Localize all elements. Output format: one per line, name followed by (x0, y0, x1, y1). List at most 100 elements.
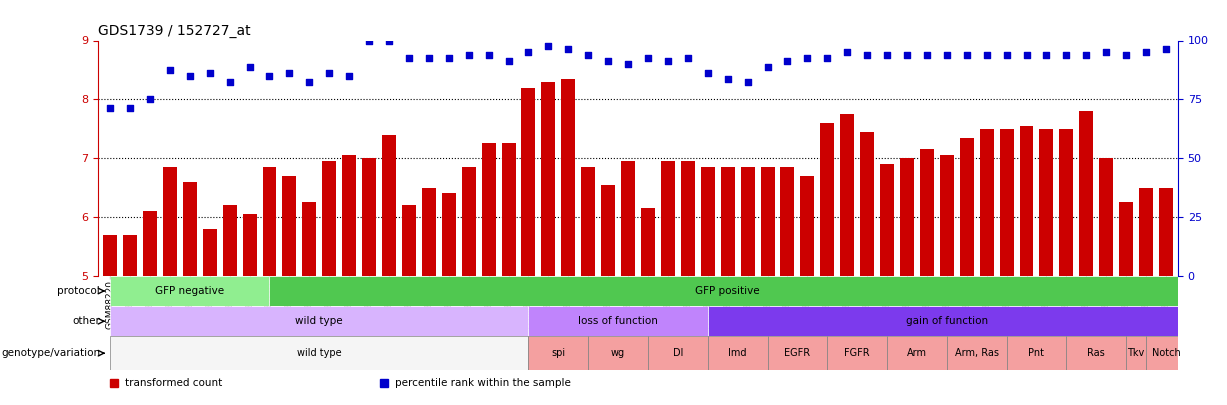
Point (817, 55, 837, 62)
Bar (720, 167, 735, 276)
Text: FGFR: FGFR (844, 348, 870, 358)
Bar (979, 129, 994, 276)
Point (658, 58, 677, 64)
Text: spi: spi (551, 348, 566, 358)
Point (837, 49, 856, 55)
Bar (840, 114, 854, 276)
Text: GFP positive: GFP positive (696, 286, 760, 296)
Point (917, 52, 936, 58)
Point (360, 37, 379, 44)
Bar (741, 167, 755, 276)
Text: Arm, Ras: Arm, Ras (955, 348, 999, 358)
Bar (887, 337, 947, 370)
Point (340, 72, 360, 79)
Bar (708, 306, 1185, 337)
Bar (382, 134, 396, 276)
Bar (123, 234, 137, 276)
Bar (323, 161, 336, 276)
Point (638, 55, 658, 62)
Point (399, 55, 418, 62)
Bar (640, 208, 655, 276)
Text: protocol: protocol (58, 286, 101, 296)
Point (1097, 49, 1117, 55)
Bar (103, 234, 117, 276)
Point (200, 70, 220, 76)
Bar (1160, 188, 1173, 276)
Bar (960, 138, 974, 276)
Point (737, 79, 757, 85)
Bar (1066, 337, 1126, 370)
Bar (502, 143, 515, 276)
Text: transformed count: transformed count (125, 378, 222, 388)
Bar (582, 167, 595, 276)
Bar (800, 176, 815, 276)
Point (798, 55, 817, 62)
Bar (243, 214, 256, 276)
Bar (648, 337, 708, 370)
Point (459, 52, 479, 58)
Bar (1080, 111, 1093, 276)
Bar (202, 229, 217, 276)
Point (957, 52, 977, 58)
Bar (940, 155, 953, 276)
Bar (708, 337, 768, 370)
Bar (1099, 158, 1113, 276)
Text: gain of function: gain of function (906, 316, 988, 326)
Point (280, 70, 299, 76)
Point (758, 64, 778, 70)
Point (718, 75, 737, 82)
Point (519, 49, 539, 55)
Text: Imd: Imd (729, 348, 747, 358)
Bar (1039, 129, 1054, 276)
Bar (110, 337, 529, 370)
Bar (529, 337, 588, 370)
Bar (1119, 202, 1133, 276)
Text: Notch: Notch (1152, 348, 1180, 358)
Bar (521, 87, 535, 276)
Bar (780, 167, 794, 276)
Point (1037, 52, 1056, 58)
Bar (701, 167, 715, 276)
Bar (621, 161, 636, 276)
Text: GDS1739 / 152727_at: GDS1739 / 152727_at (98, 24, 250, 38)
Text: wild type: wild type (297, 348, 341, 358)
Point (778, 58, 798, 64)
Text: other: other (72, 316, 101, 326)
Point (1056, 52, 1076, 58)
Point (160, 67, 179, 73)
Point (877, 52, 897, 58)
Point (299, 79, 319, 85)
Bar (442, 194, 455, 276)
Text: loss of function: loss of function (578, 316, 658, 326)
Point (379, 37, 399, 44)
Text: Ras: Ras (1087, 348, 1106, 358)
Bar (1000, 129, 1014, 276)
Bar (1020, 126, 1033, 276)
Bar (1006, 337, 1066, 370)
Bar (588, 337, 648, 370)
Point (319, 70, 339, 76)
Text: Tkv: Tkv (1128, 348, 1145, 358)
Point (618, 61, 638, 67)
Bar (461, 167, 476, 276)
Bar (661, 161, 675, 276)
Text: percentile rank within the sample: percentile rank within the sample (395, 378, 571, 388)
Bar (163, 167, 177, 276)
Point (698, 70, 718, 76)
Point (977, 52, 996, 58)
Point (1017, 52, 1037, 58)
Bar (681, 161, 694, 276)
Point (180, 72, 200, 79)
Point (897, 52, 917, 58)
Bar (827, 337, 887, 370)
Text: Arm: Arm (907, 348, 926, 358)
Point (1076, 52, 1096, 58)
Point (539, 43, 558, 50)
Point (599, 58, 618, 64)
Point (996, 52, 1016, 58)
Point (679, 55, 698, 62)
Point (1156, 46, 1175, 53)
Point (498, 58, 518, 64)
Bar (144, 211, 157, 276)
Point (479, 52, 498, 58)
